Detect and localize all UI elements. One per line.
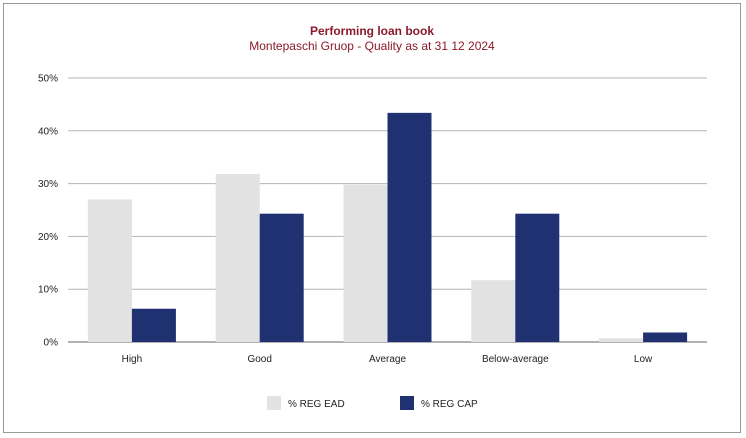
bar-reg-cap <box>259 213 304 342</box>
bar-reg-ead <box>471 280 516 342</box>
bar-reg-ead <box>87 199 132 342</box>
bar-reg-cap <box>131 308 176 342</box>
y-tick-label: 20% <box>38 232 58 243</box>
y-tick-label: 30% <box>38 179 58 190</box>
bar-reg-cap <box>387 112 432 343</box>
x-tick-label: Average <box>369 354 407 365</box>
y-tick-label: 0% <box>44 338 59 349</box>
y-tick-label: 50% <box>38 74 58 85</box>
x-tick-label: High <box>122 354 143 365</box>
bar-reg-ead <box>343 184 388 342</box>
x-tick-labels: High Good Average Below-average Low <box>122 354 653 365</box>
bar-reg-cap <box>643 332 688 342</box>
legend: % REG EAD % REG CAP <box>267 396 478 410</box>
legend-label: % REG CAP <box>421 399 478 410</box>
bar-reg-ead <box>215 174 260 342</box>
y-tick-label: 10% <box>38 285 58 296</box>
bars-layer <box>87 112 688 343</box>
chart-title: Performing loan book <box>310 24 434 38</box>
legend-label: % REG EAD <box>288 399 345 410</box>
x-tick-label: Below-average <box>482 354 549 365</box>
legend-swatch <box>267 396 281 410</box>
bar-reg-ead <box>599 338 644 342</box>
bar-reg-cap <box>515 213 560 342</box>
x-tick-label: Good <box>247 354 271 365</box>
y-tick-label: 40% <box>38 126 58 137</box>
chart-subtitle: Montepaschi Gruop - Quality as at 31 12 … <box>249 39 495 53</box>
x-tick-label: Low <box>634 354 653 365</box>
legend-swatch <box>400 396 414 410</box>
